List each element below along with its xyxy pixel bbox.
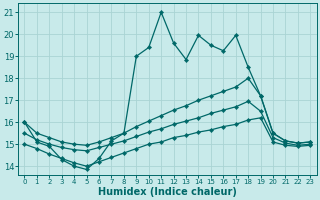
X-axis label: Humidex (Indice chaleur): Humidex (Indice chaleur): [98, 187, 237, 197]
